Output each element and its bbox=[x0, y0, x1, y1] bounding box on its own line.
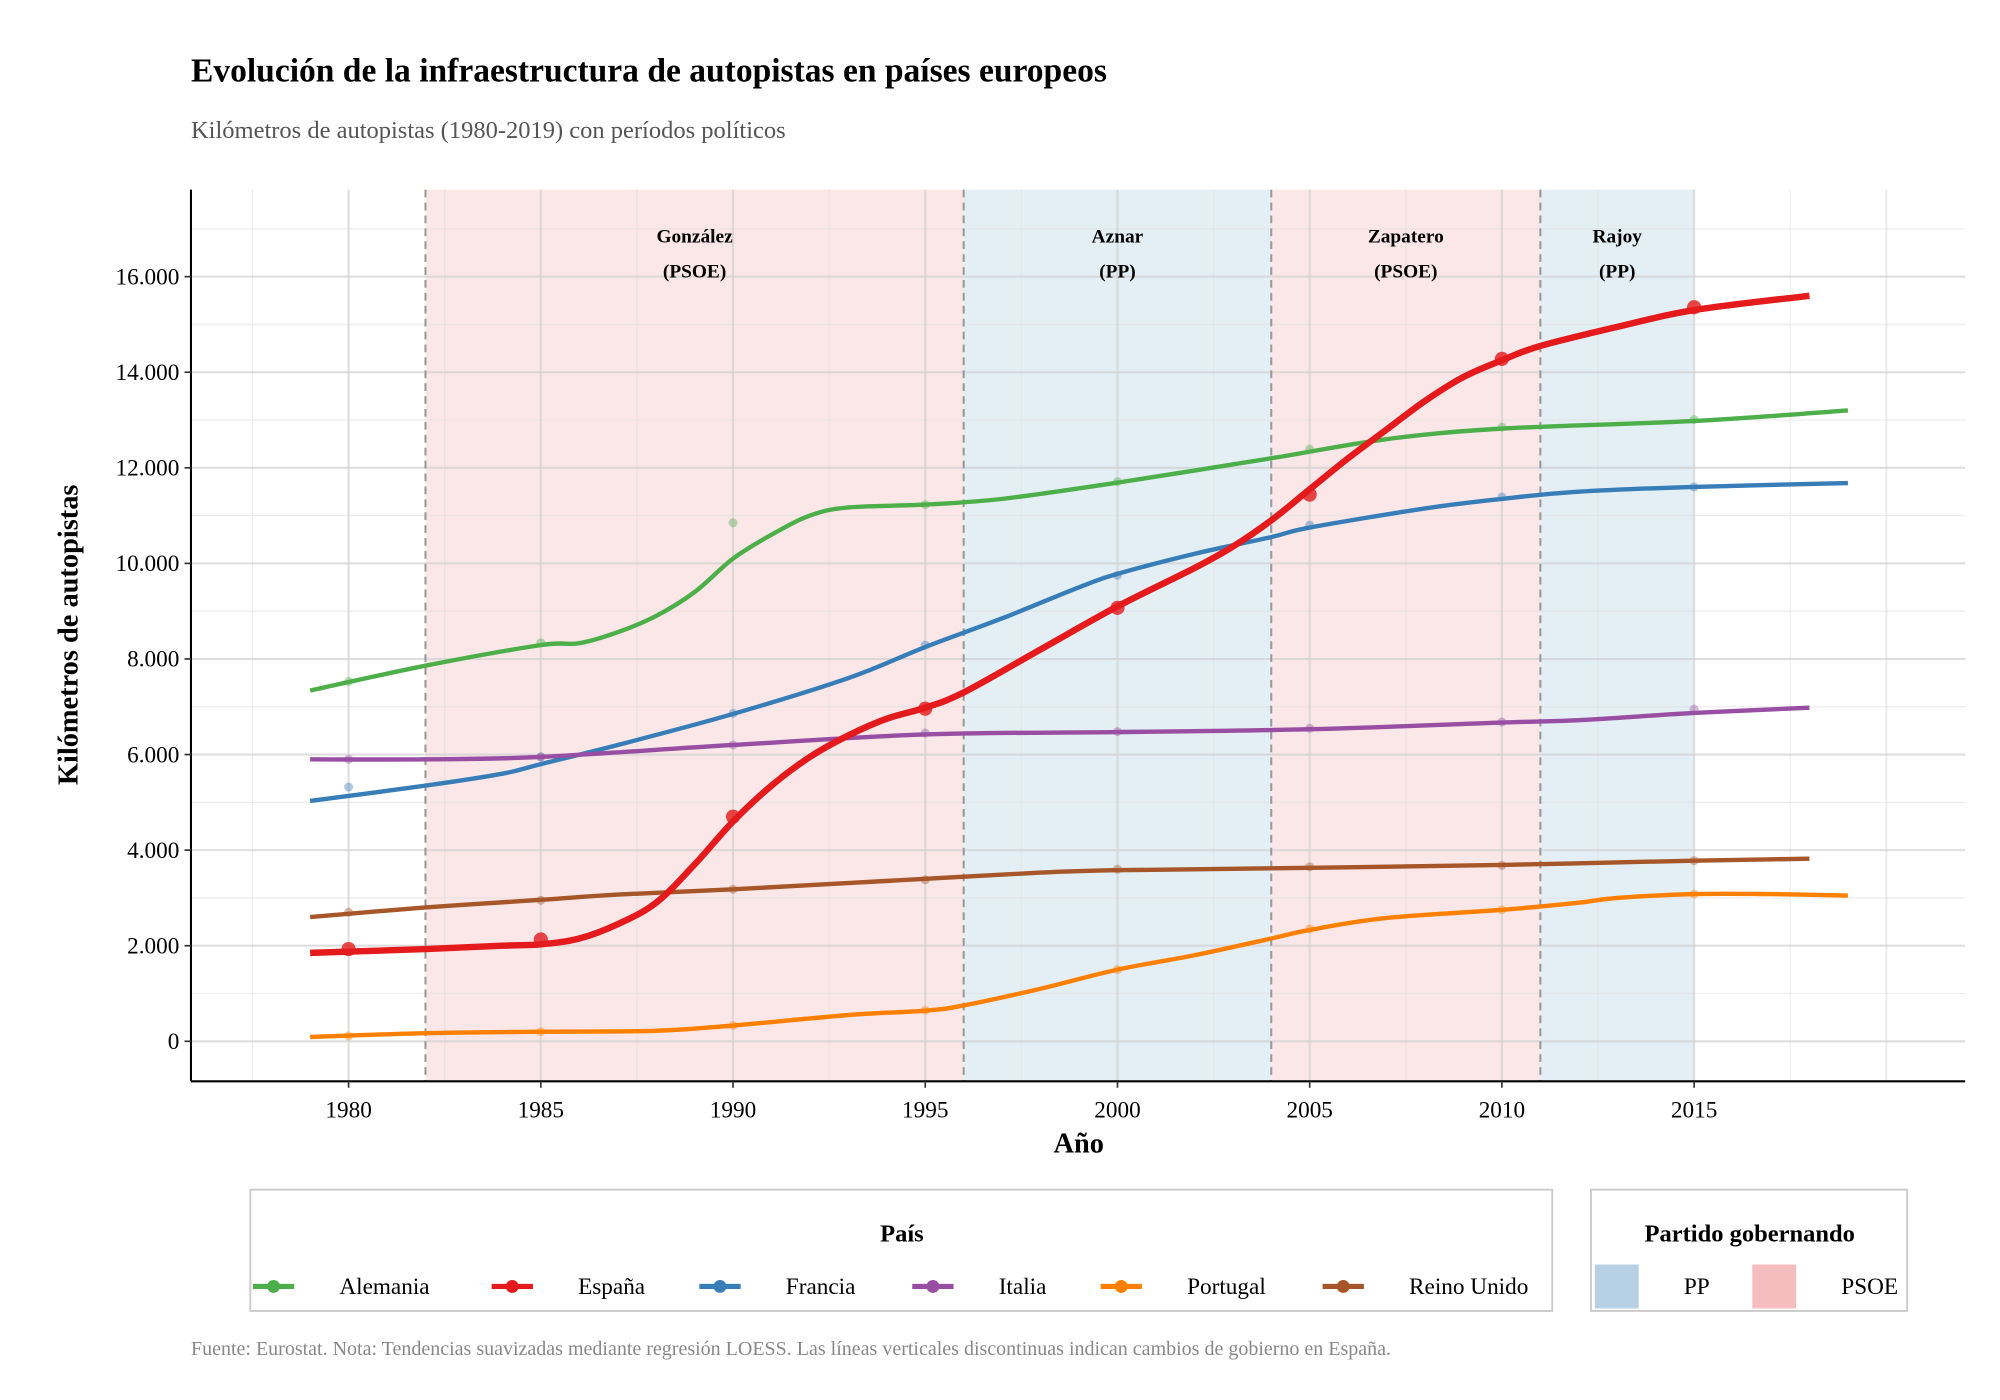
legend-label: Portugal bbox=[1187, 1274, 1266, 1300]
x-tick-label: 2010 bbox=[1479, 1097, 1525, 1123]
y-tick-label: 10.000 bbox=[115, 551, 179, 577]
data-point-alemania bbox=[728, 518, 738, 528]
caption: Fuente: Eurostat. Nota: Tendencias suavi… bbox=[191, 1338, 1391, 1360]
y-tick-label: 8.000 bbox=[127, 647, 179, 673]
y-tick-label: 0 bbox=[168, 1029, 180, 1055]
legend-key-point bbox=[1114, 1280, 1128, 1293]
y-tick-label: 16.000 bbox=[115, 264, 179, 290]
period-label-party: (PSOE) bbox=[1374, 261, 1437, 282]
legend-item-psoe: PSOE bbox=[1752, 1264, 1898, 1309]
legend-party-title: Partido gobernando bbox=[1645, 1220, 1855, 1247]
legend-item-italia: Italia bbox=[912, 1274, 1046, 1300]
y-tick-label: 12.000 bbox=[115, 456, 179, 482]
legend-key-point bbox=[1336, 1280, 1350, 1293]
legend-party: Partido gobernando PP PSOE bbox=[1590, 1188, 1909, 1312]
y-tick-label: 14.000 bbox=[115, 360, 179, 386]
legend-item-españa: España bbox=[491, 1274, 645, 1300]
trend-line-francia bbox=[309, 480, 1848, 804]
legend-label: PP bbox=[1684, 1274, 1710, 1300]
x-axis-label: Año bbox=[1053, 1128, 1103, 1159]
grid bbox=[190, 189, 1966, 1082]
period-label-leader: Rajoy bbox=[1593, 227, 1643, 248]
series-reino-unido bbox=[309, 856, 1810, 920]
period-labels: González (PSOE) Aznar (PP) Zapatero (PSOE) Raj… bbox=[656, 227, 1642, 283]
trend-line-alemania bbox=[309, 408, 1849, 693]
legend-country-title: País bbox=[880, 1220, 924, 1247]
legend-label: Alemania bbox=[339, 1274, 429, 1300]
legend-country-box bbox=[249, 1188, 1554, 1312]
legend-party-box bbox=[1590, 1188, 1909, 1312]
y-tick-label: 4.000 bbox=[127, 838, 179, 864]
data-point-francia bbox=[344, 782, 354, 792]
legend-item-reino-unido: Reino Unido bbox=[1322, 1274, 1528, 1300]
series-group bbox=[309, 292, 1849, 1041]
legend-label: España bbox=[578, 1274, 645, 1300]
government-change-lines bbox=[424, 189, 1542, 1082]
x-tick-label: 2005 bbox=[1286, 1097, 1332, 1123]
legend-label: Italia bbox=[999, 1274, 1047, 1300]
x-tick-label: 1980 bbox=[325, 1097, 371, 1123]
trend-line-portugal bbox=[310, 891, 1848, 1040]
y-tick-label: 2.000 bbox=[127, 933, 179, 959]
period-label-party: (PP) bbox=[1099, 261, 1136, 282]
legend-label: Reino Unido bbox=[1409, 1274, 1528, 1300]
period-band-rajoy bbox=[1540, 189, 1695, 1082]
y-tick-label: 6.000 bbox=[127, 742, 179, 768]
trend-line-reino-unido bbox=[309, 856, 1810, 920]
series-italia bbox=[310, 704, 1810, 764]
series-portugal bbox=[310, 889, 1848, 1041]
period-label-leader: Zapatero bbox=[1368, 227, 1444, 248]
legend-label: PSOE bbox=[1841, 1274, 1898, 1300]
legend-key-swatch bbox=[1752, 1264, 1797, 1309]
legend-item-portugal: Portugal bbox=[1100, 1274, 1266, 1300]
period-label-leader: Aznar bbox=[1092, 227, 1144, 248]
legend-key-point bbox=[267, 1280, 280, 1293]
series-espana bbox=[310, 292, 1810, 957]
legend-key-point bbox=[926, 1280, 940, 1293]
period-label-leader: González bbox=[656, 227, 733, 248]
x-tick-label: 2015 bbox=[1671, 1097, 1717, 1123]
legend-label: Francia bbox=[786, 1274, 856, 1300]
period-band-gonzález bbox=[425, 189, 964, 1082]
trend-line-italia bbox=[310, 705, 1810, 762]
legend-item-alemania: Alemania bbox=[252, 1274, 430, 1300]
trend-line-espana bbox=[310, 292, 1810, 957]
chart-subtitle: Kilómetros de autopistas (1980-2019) con… bbox=[191, 117, 786, 144]
x-tick-label: 1985 bbox=[518, 1097, 564, 1123]
legend-key-point bbox=[505, 1280, 519, 1293]
series-alemania bbox=[309, 408, 1849, 693]
period-label-party: (PP) bbox=[1599, 261, 1636, 282]
period-label-party: (PSOE) bbox=[663, 261, 726, 282]
legend-key-point bbox=[713, 1280, 727, 1293]
legend-key-swatch bbox=[1594, 1264, 1639, 1309]
y-axis-label: Kilómetros de autopistas bbox=[53, 485, 84, 786]
x-tick-label: 1990 bbox=[710, 1097, 756, 1123]
legend-item-francia: Francia bbox=[699, 1274, 855, 1300]
x-tick-label: 1995 bbox=[902, 1097, 948, 1123]
legend-country: País Alemania España Francia Italia Portugal… bbox=[249, 1188, 1554, 1312]
legend-item-pp: PP bbox=[1594, 1264, 1710, 1309]
y-ticks: 0 2.000 4.000 6.000 8.000 10.000 12.000 14.000 1… bbox=[115, 264, 191, 1055]
plot-area: González (PSOE) Aznar (PP) Zapatero (PSOE) Raj… bbox=[115, 189, 1966, 1123]
x-ticks: 1980 1985 1990 1995 2000 2005 2010 2015 bbox=[325, 1081, 1717, 1123]
chart-title: Evolución de la infraestructura de autop… bbox=[191, 52, 1107, 89]
x-tick-label: 2000 bbox=[1094, 1097, 1140, 1123]
